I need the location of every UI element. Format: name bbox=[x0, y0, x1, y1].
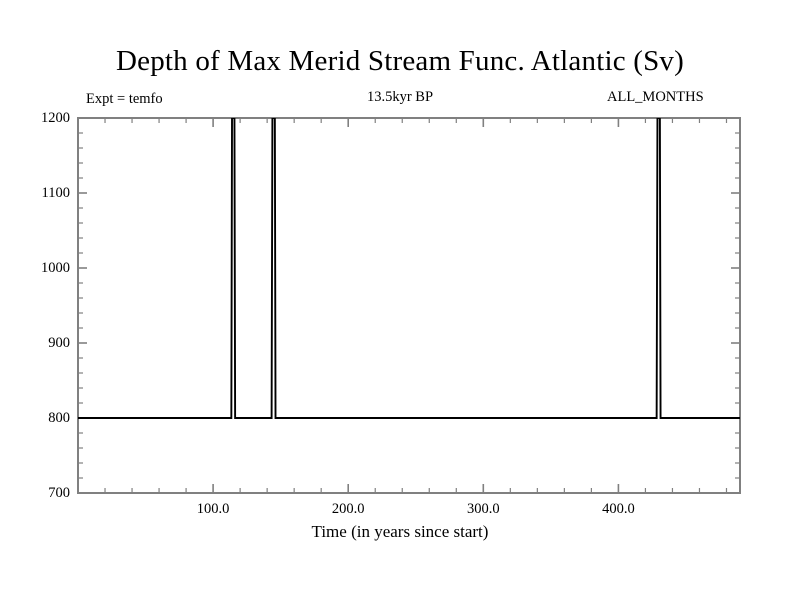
y-tick-label: 700 bbox=[48, 485, 70, 501]
data-line-0 bbox=[78, 118, 740, 419]
subtitle-experiment: Expt = temfo bbox=[86, 91, 163, 107]
plot-frame bbox=[77, 117, 741, 494]
x-tick-label: 300.0 bbox=[466, 501, 500, 517]
x-axis-title: Time (in years since start) bbox=[311, 522, 489, 541]
y-tick-label: 900 bbox=[48, 335, 70, 351]
x-tick-label: 400.0 bbox=[602, 501, 635, 517]
chart-title: Depth of Max Merid Stream Func. Atlantic… bbox=[116, 45, 684, 77]
subtitle-period: 13.5kyr BP bbox=[366, 89, 434, 105]
x-tick-label: 200.0 bbox=[331, 501, 365, 517]
y-tick-label: 1100 bbox=[41, 185, 70, 201]
x-tick-label: 100.0 bbox=[196, 501, 230, 517]
y-tick-label: 1000 bbox=[41, 260, 70, 276]
y-tick-label: 1200 bbox=[41, 110, 70, 126]
subtitle-months: ALL_MONTHS bbox=[607, 89, 704, 105]
y-tick-label: 800 bbox=[48, 410, 70, 426]
